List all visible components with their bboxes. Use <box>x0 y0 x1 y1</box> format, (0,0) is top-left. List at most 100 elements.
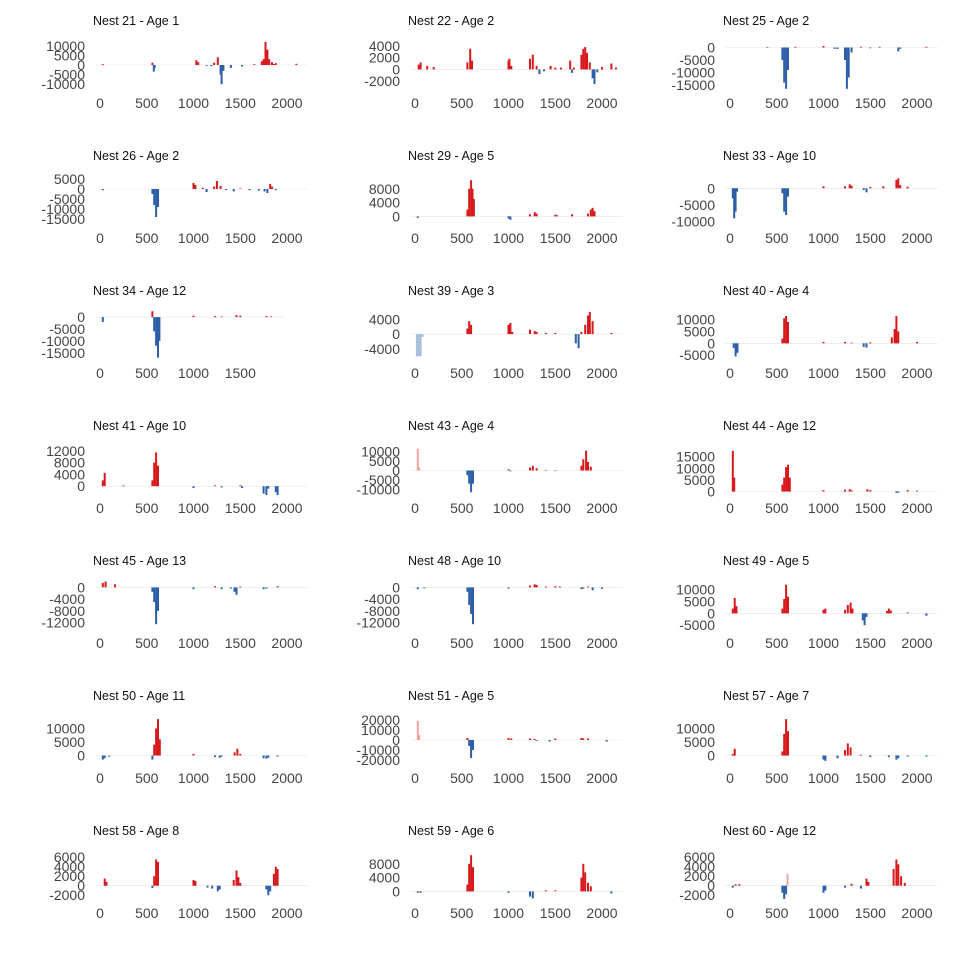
positive-bar <box>869 490 872 492</box>
negative-bar <box>151 587 154 592</box>
positive-bar <box>419 62 422 70</box>
y-tick-label: -10000 <box>671 65 715 81</box>
negative-bar <box>423 587 426 589</box>
x-tick-label: 500 <box>765 500 789 516</box>
positive-bar <box>529 58 531 70</box>
y-tick-label: -4000 <box>49 591 85 607</box>
x-tick-label: 0 <box>411 905 419 921</box>
x-tick-label: 1000 <box>178 770 209 786</box>
x-tick-label: 1000 <box>178 365 209 381</box>
x-tick-label: 500 <box>765 230 789 246</box>
positive-bar <box>105 881 108 886</box>
positive-bar <box>851 608 854 614</box>
chart-title: Nest 34 - Age 12 <box>93 284 187 298</box>
negative-bar <box>101 189 104 191</box>
chart-title: Nest 50 - Age 11 <box>93 689 186 703</box>
y-tick-label: -10000 <box>356 481 400 497</box>
positive-bar <box>511 331 514 335</box>
chart-panel: Nest 41 - Age 10 12000 8000 4000 0 0 500 1000 15… <box>0 405 315 540</box>
negative-bar <box>416 216 419 218</box>
positive-bar <box>529 467 531 471</box>
positive-bar <box>733 597 736 614</box>
y-tick-label: 5000 <box>54 734 85 750</box>
negative-bar <box>591 69 594 79</box>
positive-bar <box>276 869 279 886</box>
y-tick-label: 0 <box>392 883 400 899</box>
positive-bar <box>533 739 536 740</box>
negative-bar <box>824 755 827 761</box>
negative-bar <box>845 47 848 89</box>
positive-bar <box>535 331 538 335</box>
y-tick-label: 4000 <box>369 38 400 54</box>
y-tick-label: 2000 <box>369 50 400 66</box>
negative-bar <box>108 755 111 757</box>
positive-bar <box>417 64 420 70</box>
positive-bar <box>216 57 219 65</box>
positive-bar <box>849 747 852 756</box>
positive-bar <box>610 63 613 70</box>
positive-bar <box>787 731 789 756</box>
negative-bar <box>596 69 599 73</box>
negative-bar <box>470 470 473 493</box>
y-tick-label: 0 <box>392 61 400 77</box>
x-tick-label: 2000 <box>901 905 932 921</box>
positive-bar <box>582 863 585 892</box>
x-tick-label: 1500 <box>225 95 256 111</box>
y-tick-label: 12000 <box>46 443 85 459</box>
positive-bar <box>155 859 158 886</box>
positive-bar <box>731 608 734 614</box>
negative-bar <box>419 891 422 893</box>
positive-bar <box>507 469 510 471</box>
positive-bar <box>239 586 242 588</box>
positive-bar <box>262 59 265 65</box>
x-tick-label: 500 <box>135 770 159 786</box>
positive-bar <box>916 341 918 344</box>
positive-bar <box>587 315 589 335</box>
negative-bar <box>241 65 244 67</box>
negative-bar <box>554 470 557 472</box>
negative-bar <box>155 189 158 217</box>
negative-bar <box>862 343 865 347</box>
negative-bar <box>262 486 265 494</box>
negative-bar <box>468 470 471 484</box>
chart-panel: Nest 49 - Age 5 10000 5000 0 -5000 0 500 1000 15… <box>630 540 945 675</box>
negative-bar <box>229 587 232 589</box>
positive-bar <box>237 877 240 886</box>
x-tick-label: 500 <box>135 230 159 246</box>
x-tick-label: 1500 <box>855 905 886 921</box>
chart-title: Nest 60 - Age 12 <box>723 824 817 838</box>
x-tick-label: 1500 <box>540 770 571 786</box>
positive-bar <box>781 608 784 614</box>
y-tick-label: -5000 <box>679 197 715 213</box>
y-tick-label: 4000 <box>54 859 85 875</box>
negative-bar <box>416 891 419 893</box>
x-tick-label: 500 <box>450 230 474 246</box>
negative-bar <box>571 69 574 73</box>
negative-bar <box>865 613 868 617</box>
positive-bar <box>220 316 223 318</box>
positive-bar <box>580 54 583 70</box>
positive-bar <box>235 870 238 886</box>
positive-bar <box>469 48 472 70</box>
x-tick-label: 1000 <box>493 95 524 111</box>
negative-bar <box>785 47 788 89</box>
x-tick-label: 1000 <box>808 635 839 651</box>
x-tick-label: 1000 <box>178 500 209 516</box>
negative-bar <box>233 587 236 592</box>
chart-title: Nest 51 - Age 5 <box>408 689 495 703</box>
negative-bar <box>781 47 784 60</box>
negative-bar <box>862 188 865 190</box>
x-tick-label: 500 <box>765 770 789 786</box>
positive-bar <box>533 584 536 588</box>
positive-bar <box>195 60 198 65</box>
negative-bar <box>783 47 786 83</box>
chart-title: Nest 21 - Age 1 <box>93 14 180 28</box>
x-tick-label: 1000 <box>493 770 524 786</box>
positive-bar <box>610 333 613 335</box>
x-tick-label: 500 <box>135 95 159 111</box>
positive-bar <box>844 341 846 344</box>
x-tick-label: 0 <box>726 905 734 921</box>
